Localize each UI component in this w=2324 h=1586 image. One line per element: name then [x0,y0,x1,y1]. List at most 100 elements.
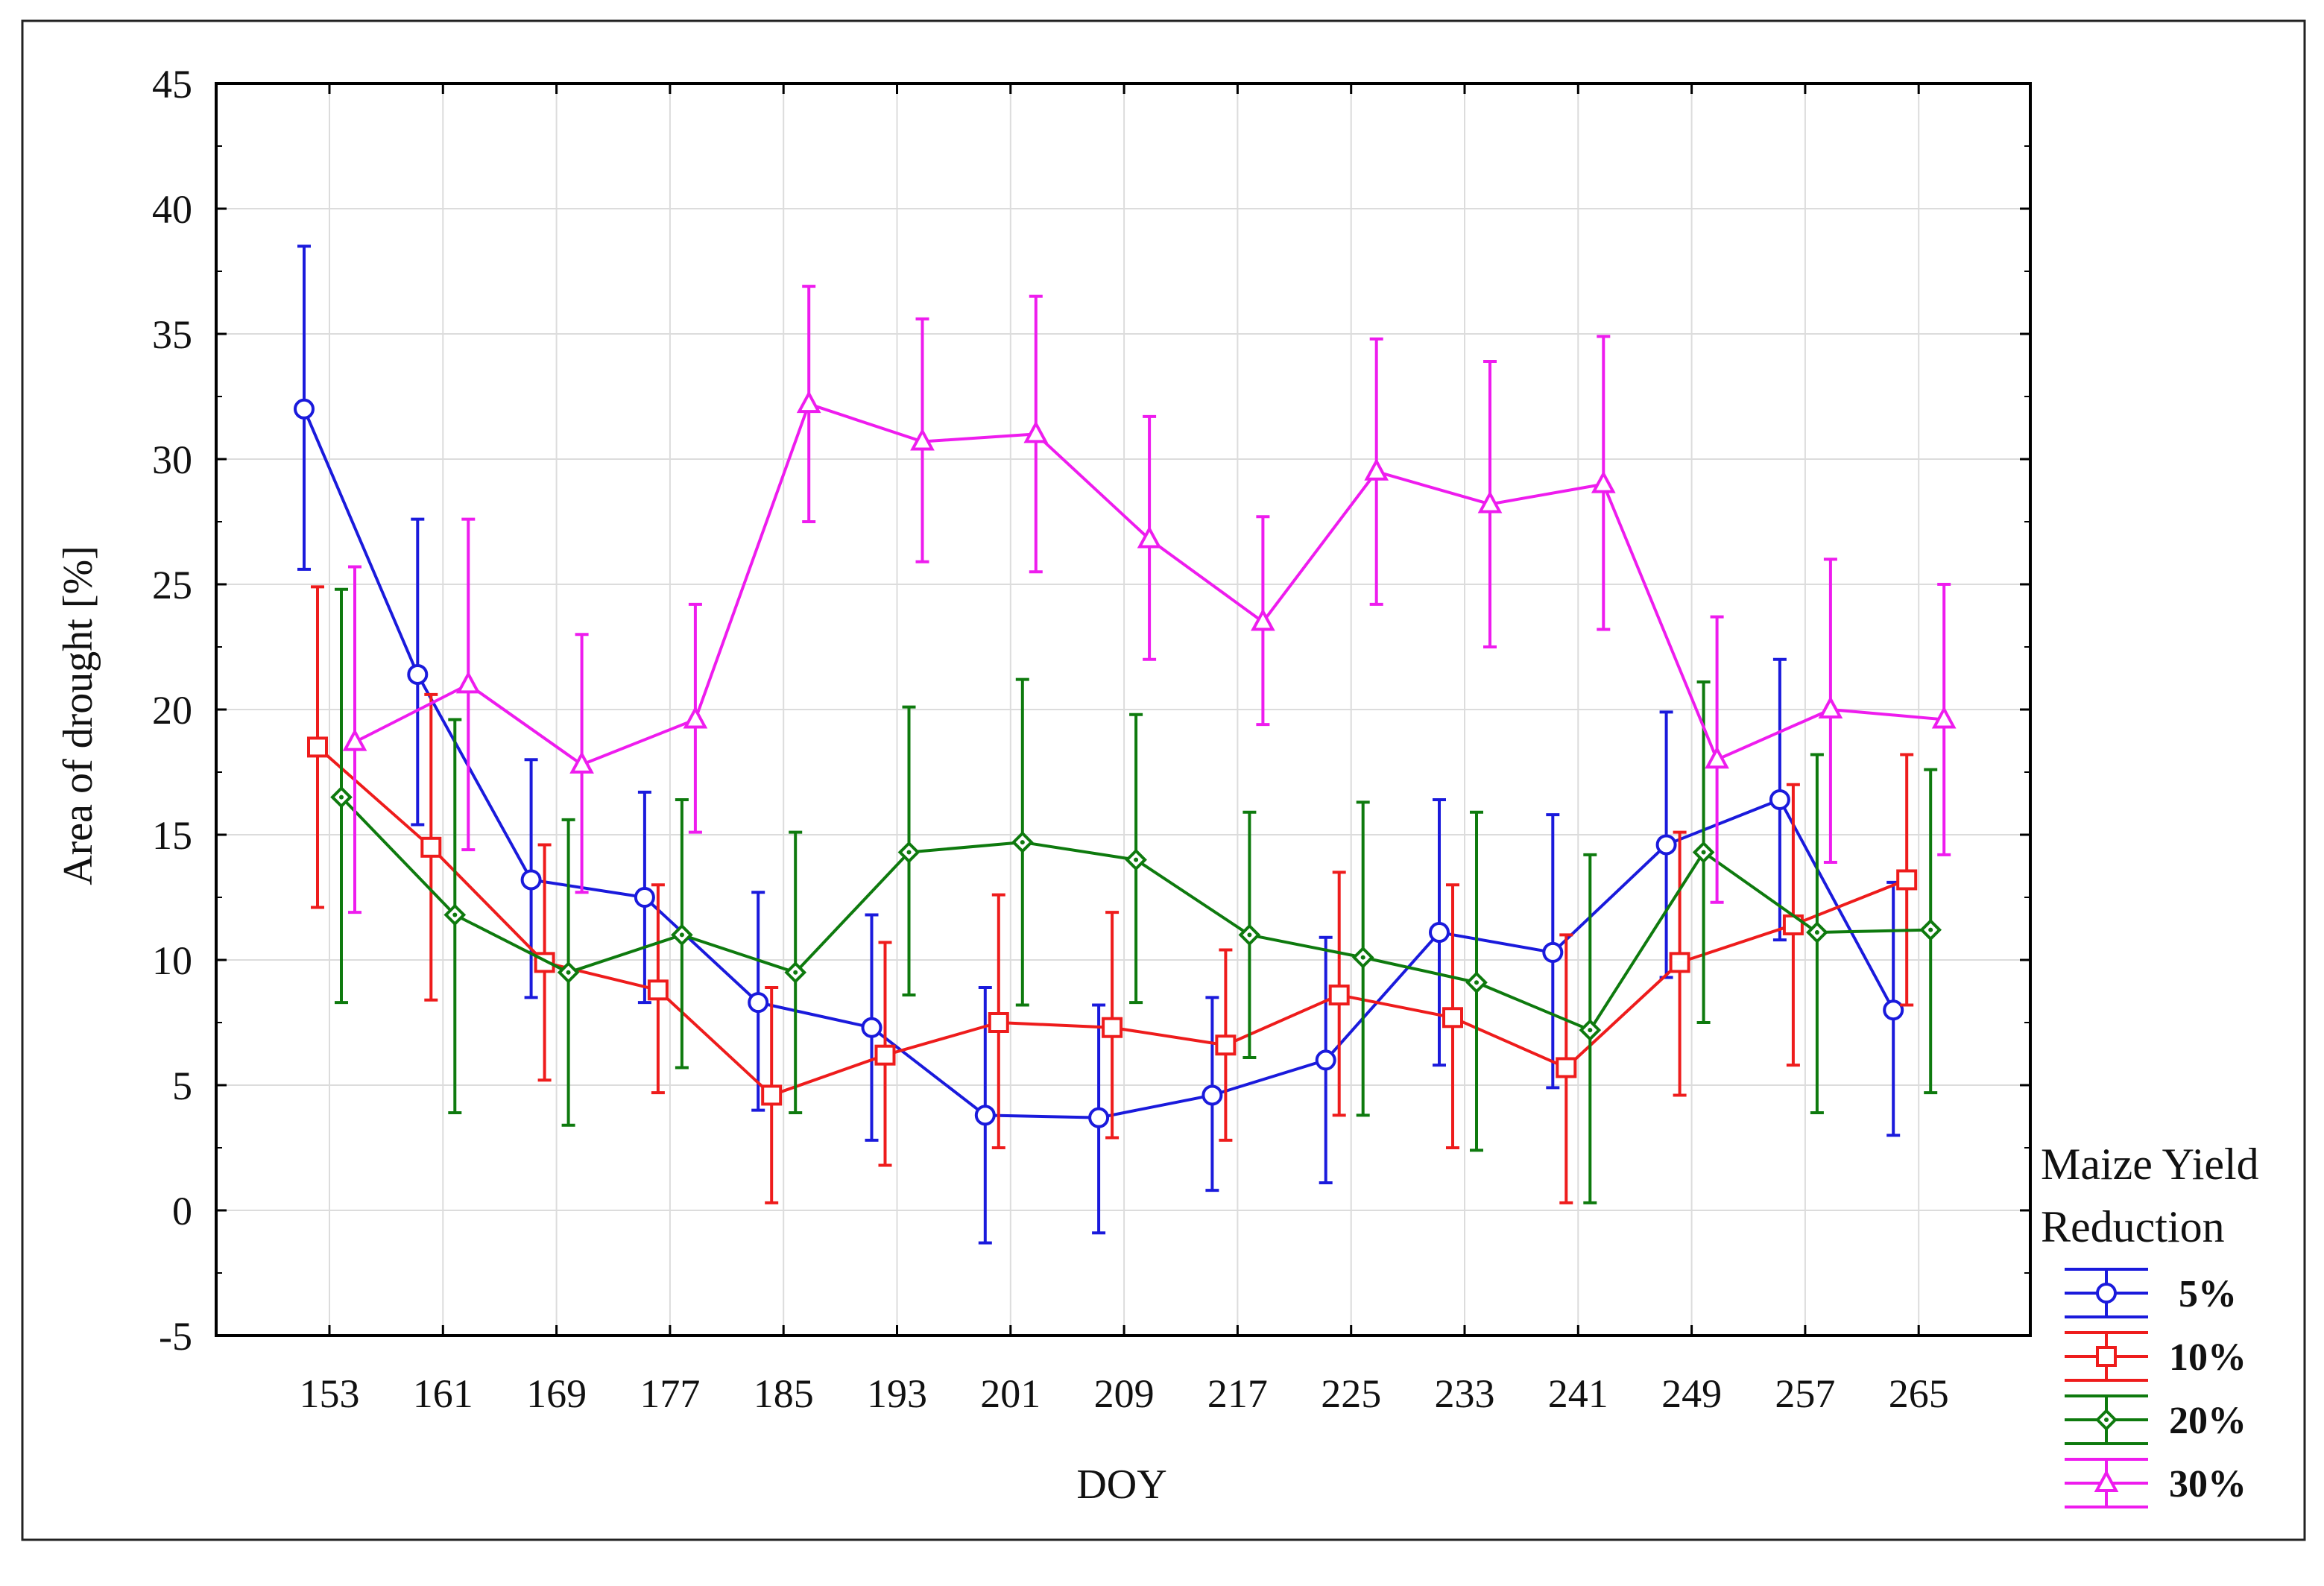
data-point-marker [1782,914,1804,935]
data-point-marker [420,836,442,858]
data-point-marker [1931,706,1957,729]
grid-lines [216,83,2030,1336]
data-point-marker-dot [1360,955,1365,960]
series-10pct [307,585,1918,1204]
legend-entry: 30% [2065,1458,2246,1508]
data-point-marker [407,663,429,685]
data-point-marker [988,1012,1009,1033]
data-point-marker [647,979,669,1001]
data-point-marker-dot [566,970,571,975]
legend-entry: 5% [2065,1268,2237,1318]
data-point-marker [1102,1017,1123,1038]
x-tick-labels: 153 161 169 177 185 193 201 209 217 225 233 241 249 2… [300,1371,1949,1416]
data-point-marker [342,728,367,751]
data-point-marker [974,1105,996,1126]
x-tick-label: 169 [526,1371,587,1416]
data-point-marker [1202,1084,1223,1106]
data-point-marker-dot [1474,980,1479,985]
data-point-marker [455,671,481,694]
y-tick-label: 40 [152,187,192,232]
legend-label: 5% [2179,1273,2237,1315]
data-point-marker [634,887,655,908]
y-tick-label: -5 [159,1314,192,1359]
data-point-marker-dot [793,970,798,975]
data-point-marker [1669,952,1690,973]
data-point-marker [1542,941,1564,963]
y-tick-label: 15 [152,813,192,858]
series-30pct [342,285,1957,914]
data-point-marker [1705,746,1729,769]
data-point-marker [520,869,542,891]
data-point-marker [294,398,315,420]
y-tick-labels: -5 0 5 10 15 20 25 30 35 40 45 [152,62,192,1359]
legend-label: 10% [2169,1336,2246,1379]
y-tick-label: 10 [152,938,192,983]
data-point-marker [1477,490,1503,514]
x-tick-label: 249 [1661,1371,1722,1416]
data-point-marker [1364,458,1389,481]
data-point-marker-dot [1247,932,1252,938]
y-tick-label: 0 [172,1189,192,1233]
x-tick-label: 185 [754,1371,814,1416]
x-tick-label: 201 [980,1371,1041,1416]
data-point-marker [1883,999,1904,1021]
y-tick-label: 45 [152,62,192,107]
data-point-marker-dot [1134,857,1139,862]
x-tick-label: 241 [1548,1371,1608,1416]
data-point-marker [1088,1107,1110,1128]
x-tick-label: 217 [1207,1371,1268,1416]
x-axis-label: DOY [1076,1462,1166,1508]
data-point-marker [796,390,821,414]
data-point-marker [683,706,708,729]
data-point-marker [874,1044,896,1066]
data-point-marker [1429,922,1450,944]
y-tick-label: 25 [152,563,192,607]
data-point-marker [307,736,328,758]
data-point-marker [1442,1007,1463,1029]
legend-entries: 5% 10% 20% 30% [2065,1268,2246,1508]
data-point-marker [1769,789,1790,810]
x-tick-label: 257 [1775,1371,1835,1416]
y-tick-label: 30 [152,437,192,482]
x-tick-label: 153 [300,1371,360,1416]
data-point-marker-dot [452,912,458,917]
data-point-marker [1818,695,1843,718]
data-point-marker-dot [339,794,344,800]
data-point-marker [2096,1346,2117,1367]
data-point-marker-dot [1020,840,1025,845]
data-point-marker-dot [1701,850,1706,855]
data-point-marker [748,992,769,1014]
legend: Maize Yield Reduction 5% 10% 20% 30% [2041,1140,2259,1508]
x-tick-label: 265 [1889,1371,1949,1416]
data-point-marker [1556,1057,1577,1078]
y-tick-label: 20 [152,688,192,733]
legend-title-line2: Reduction [2041,1202,2225,1251]
x-tick-label: 193 [867,1371,927,1416]
x-tick-label: 161 [413,1371,473,1416]
series-layer [294,244,1957,1245]
data-point-marker [1023,420,1049,443]
data-point-marker [1896,869,1918,891]
data-point-marker [1251,608,1275,631]
plot-area-border [215,82,2032,1337]
data-point-marker [534,952,555,973]
data-point-marker-dot [1928,927,1933,932]
x-tick-label: 177 [640,1371,700,1416]
x-tick-label: 209 [1094,1371,1155,1416]
data-point-marker [1137,525,1162,549]
data-point-marker [2094,1469,2119,1492]
y-tick-label: 35 [152,312,192,357]
legend-label: 30% [2169,1463,2246,1506]
x-tick-label: 233 [1435,1371,1495,1416]
legend-title-line1: Maize Yield [2041,1140,2259,1189]
series-20pct [330,587,1942,1204]
data-point-marker-dot [1814,930,1819,935]
data-point-marker [2096,1283,2117,1304]
y-tick-label: 5 [172,1064,192,1108]
data-point-marker [569,751,594,774]
data-point-marker-dot [906,850,912,855]
data-point-marker [1315,1049,1336,1071]
data-point-marker [1215,1034,1237,1056]
legend-entry: 10% [2065,1331,2246,1382]
